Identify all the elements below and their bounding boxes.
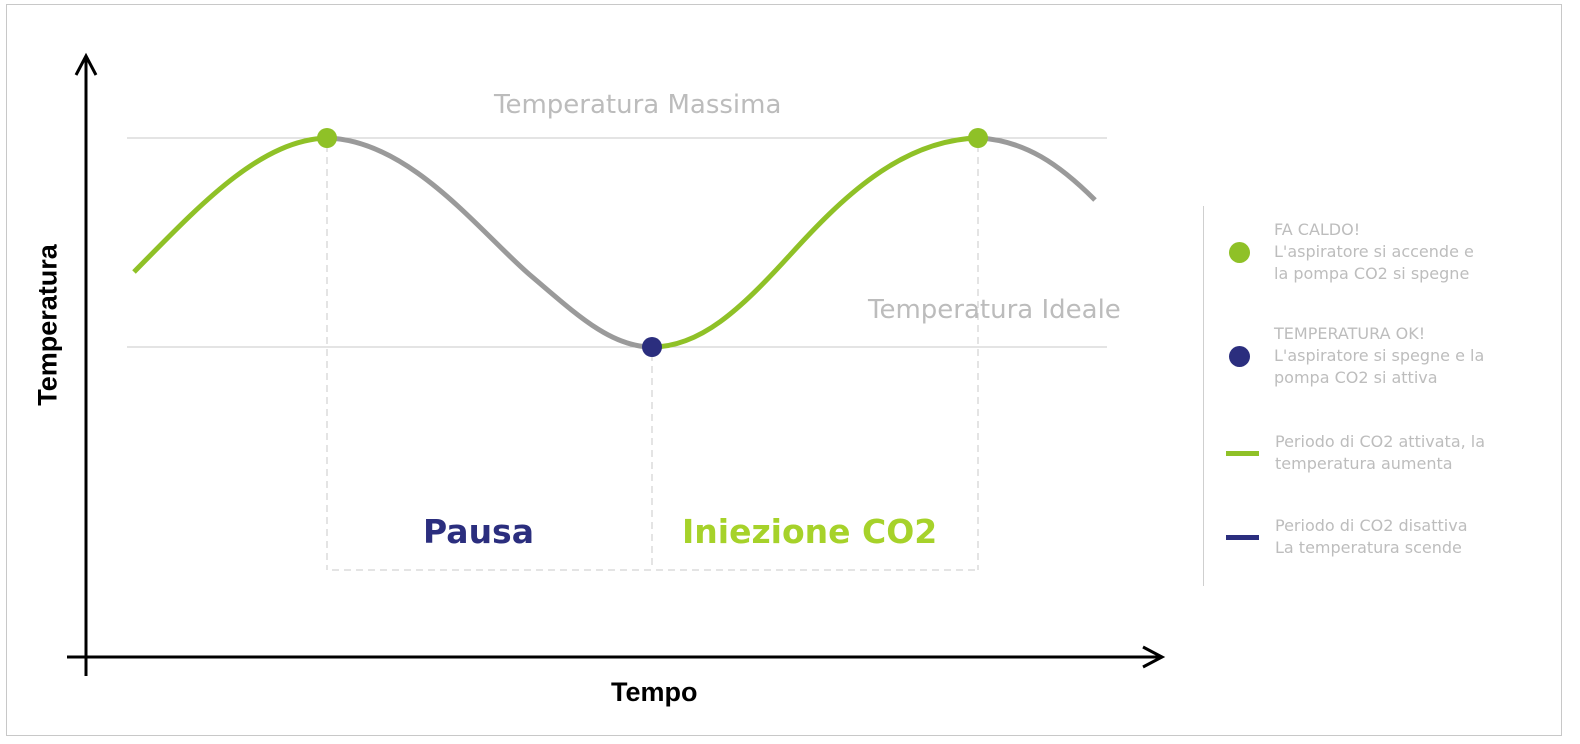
blue-line-icon — [1226, 534, 1259, 540]
legend-text: Periodo di CO2 attivata, la temperatura … — [1275, 432, 1486, 473]
phase-label-iniezione: Iniezione CO2 — [682, 512, 938, 551]
peak-marker-1 — [317, 128, 337, 148]
legend-divider — [1203, 206, 1204, 586]
curve-rising-segment-2 — [651, 135, 979, 350]
green-line-icon — [1226, 450, 1259, 456]
peak-marker-2 — [968, 128, 988, 148]
legend-item-temperatura-ok: TEMPERATURA OK! L'aspiratore si spegne e… — [1226, 323, 1484, 389]
legend-item-co2-disattiva: Periodo di CO2 disattiva La temperatura … — [1226, 515, 1468, 559]
curve-rising-segment-1 — [132, 135, 328, 274]
phase-label-pausa: Pausa — [423, 512, 534, 551]
legend-item-fa-caldo: FA CALDO! L'aspiratore si accende e la p… — [1226, 219, 1474, 285]
y-axis — [74, 52, 98, 676]
blue-dot-icon — [1229, 345, 1250, 367]
curve-falling-segment-1 — [326, 135, 653, 350]
max-temperature-label: Temperatura Massima — [494, 90, 782, 120]
phase-guides — [326, 145, 979, 571]
x-axis — [67, 645, 1166, 669]
legend-text: TEMPERATURA OK! L'aspiratore si spegne e… — [1274, 324, 1485, 387]
x-axis-label: Tempo — [611, 677, 698, 707]
y-axis-label: Temperatura — [32, 244, 63, 406]
legend-text: Periodo di CO2 disattiva La temperatura … — [1275, 516, 1468, 557]
legend-item-co2-attivata: Periodo di CO2 attivata, la temperatura … — [1226, 431, 1485, 475]
green-dot-icon — [1229, 241, 1250, 263]
ideal-temperature-label: Temperatura Ideale — [868, 295, 1121, 325]
diagram-frame — [6, 4, 1562, 736]
curve-falling-segment-2 — [977, 135, 1097, 202]
trough-marker — [642, 337, 662, 357]
legend-text: FA CALDO! L'aspiratore si accende e la p… — [1274, 220, 1474, 283]
